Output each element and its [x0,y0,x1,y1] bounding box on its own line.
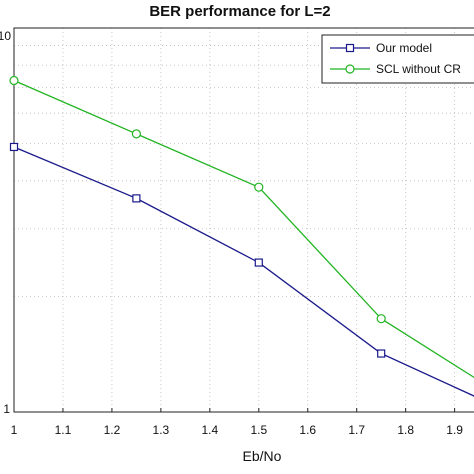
data-point-circle [131,129,141,139]
x-tick-label: 1.5 [250,423,267,437]
data-point-square [254,258,263,267]
y-tick-label-top: 10 [0,29,11,43]
plot-frame [13,27,474,413]
x-tick-label: 1.2 [104,423,121,437]
legend-label-scl-without-cr: SCL without CR [376,62,461,76]
data-point-circle [376,314,386,324]
legend-box [321,34,474,84]
data-point-circle [254,182,264,192]
chart-title: BER performance for L=2 [149,3,330,20]
legend-label-our-model: Our model [376,41,432,55]
series-line-1 [13,79,474,379]
legend-marker-scl-without-cr [345,64,355,74]
series-line-0 [13,146,474,397]
data-point-square [377,349,386,358]
data-point-square [132,194,141,203]
y-tick-label-bottom: 1 [3,402,10,416]
x-tick-label: 1.9 [446,423,463,437]
x-tick-label: 1.7 [348,423,365,437]
x-tick-label: 1 [11,423,18,437]
data-point-circle [9,75,19,86]
legend-marker-our-model [345,43,355,53]
series-layer [9,75,474,397]
x-tick-label: 1.6 [299,423,316,437]
grid-lines [13,28,474,412]
x-axis-label: Eb/No [243,448,282,464]
legend: Our model SCL without CR [321,34,474,84]
x-tick-label: 1.3 [153,423,170,437]
x-tick-labels: 1 1.1 1.2 1.3 1.4 1.5 1.6 1.7 1.8 1.9 [11,408,463,437]
x-tick-label: 1.8 [397,423,414,437]
x-tick-label: 1.4 [201,423,218,437]
data-point-square [9,142,19,152]
x-tick-label: 1.1 [55,423,72,437]
